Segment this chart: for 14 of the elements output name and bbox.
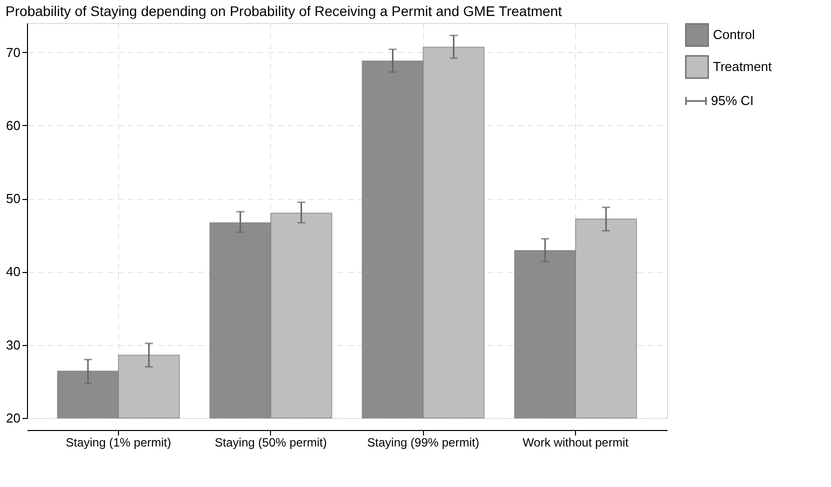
x-tick-label: Staying (50% permit) <box>214 436 327 450</box>
y-tick-label: 20 <box>6 410 20 426</box>
x-tick-label: Staying (99% permit) <box>367 436 480 450</box>
y-tick-label: 70 <box>6 44 20 60</box>
y-tick-label: 30 <box>6 337 20 352</box>
x-tick-label: Staying (1% permit) <box>66 436 172 450</box>
y-tick-label: 60 <box>6 118 20 133</box>
y-tick-label: 40 <box>6 264 20 280</box>
chart-title: Probability of Staying depending on Probability of Receiving a Permit and GME Treatment <box>6 3 562 19</box>
legend-label: Treatment <box>713 59 772 74</box>
text: 95% CI <box>711 93 754 108</box>
x-tick-label: Work without permit <box>522 436 630 450</box>
legend-label: Control <box>713 27 756 42</box>
y-tick-label: 50 <box>6 191 20 206</box>
